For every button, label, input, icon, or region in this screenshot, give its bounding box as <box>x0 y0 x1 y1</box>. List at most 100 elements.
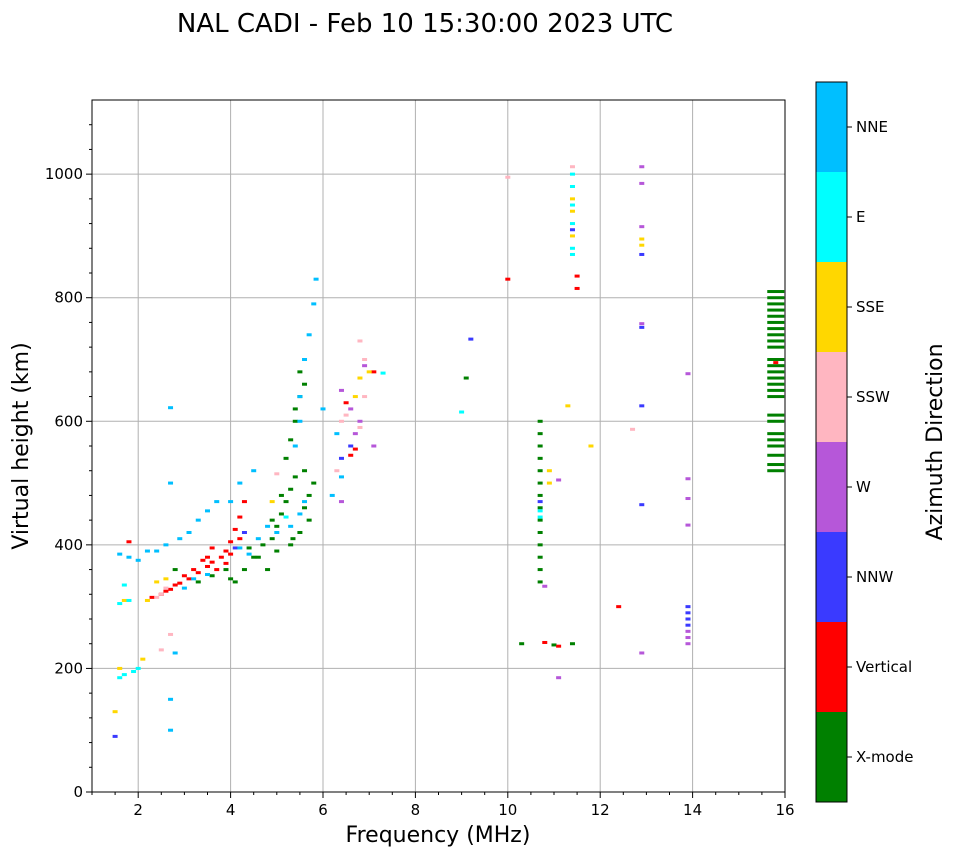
echo-point <box>767 345 785 349</box>
colorbar-segment <box>816 172 847 262</box>
echo-point <box>205 564 210 568</box>
colorbar-segment <box>816 622 847 712</box>
echo-point <box>357 339 363 343</box>
echo-point <box>121 598 127 602</box>
echo-point <box>269 518 275 522</box>
echo-point <box>241 531 247 534</box>
colorbar-tick-label: NNW <box>856 568 893 586</box>
echo-point <box>290 537 296 541</box>
echo-point <box>537 515 543 519</box>
echo-point <box>313 277 319 281</box>
echo-point <box>767 308 785 312</box>
echo-point <box>537 481 543 485</box>
echo-point <box>121 673 127 677</box>
echo-point <box>767 395 785 399</box>
echo-point <box>288 487 294 491</box>
echo-point <box>334 432 340 436</box>
echo-point <box>288 524 294 528</box>
echo-point <box>537 531 543 534</box>
echo-point <box>306 493 312 497</box>
echo-point <box>181 586 187 590</box>
echo-point <box>140 657 146 661</box>
echo-point <box>588 444 594 448</box>
echo-point <box>126 598 132 602</box>
echo-point <box>177 581 183 585</box>
grid-lines <box>92 100 786 793</box>
echo-point <box>519 642 525 646</box>
echo-point <box>177 537 183 541</box>
echo-point <box>574 286 580 290</box>
echo-point <box>302 469 308 473</box>
echo-point <box>685 477 691 481</box>
series-vertical <box>126 274 779 648</box>
colorbar-label: Azimuth Direction <box>923 343 948 540</box>
echo-point <box>767 463 785 467</box>
echo-point <box>237 481 243 485</box>
data-points <box>112 165 785 738</box>
colorbar-tick-label: SSW <box>856 388 890 406</box>
echo-point <box>154 595 160 599</box>
echo-point <box>639 252 645 256</box>
echo-point <box>537 509 543 513</box>
colorbar-segment <box>816 82 847 172</box>
echo-point <box>292 407 298 411</box>
echo-point <box>348 453 354 457</box>
echo-point <box>537 419 543 423</box>
echo-point <box>569 246 575 250</box>
colorbar: X-mode Vertical NNW W SSW SSE E NNE <box>815 81 913 803</box>
echo-point <box>338 456 344 460</box>
echo-point <box>297 531 303 534</box>
series-ssw <box>154 165 636 652</box>
echo-point <box>459 410 465 414</box>
echo-point <box>537 506 543 510</box>
echo-point <box>357 376 363 380</box>
colorbar-segment <box>816 712 847 802</box>
echo-point <box>357 425 363 429</box>
echo-point <box>255 537 261 541</box>
echo-point <box>767 333 785 337</box>
echo-point <box>371 370 377 374</box>
echo-point <box>209 560 215 564</box>
echo-point <box>362 395 368 399</box>
echo-point <box>251 555 257 559</box>
echo-point <box>569 172 575 176</box>
echo-point <box>639 651 645 655</box>
echo-point <box>288 438 294 442</box>
series-w <box>338 165 691 680</box>
echo-point <box>292 444 298 448</box>
echo-point <box>505 175 511 179</box>
echo-point <box>154 549 160 553</box>
echo-point <box>237 537 243 541</box>
echo-point <box>505 277 511 281</box>
echo-point <box>311 302 317 306</box>
y-tick-label: 200 <box>54 659 83 677</box>
echo-point <box>246 546 252 550</box>
echo-point <box>251 469 257 473</box>
colorbar-tick-label: SSE <box>856 298 885 316</box>
echo-point <box>306 518 312 522</box>
echo-point <box>639 225 645 229</box>
echo-point <box>144 549 150 553</box>
echo-point <box>209 546 215 550</box>
echo-point <box>639 237 645 241</box>
echo-point <box>616 605 622 609</box>
echo-point <box>338 500 344 504</box>
echo-point <box>246 552 252 556</box>
echo-point <box>537 543 543 547</box>
colorbar-tick-label: Vertical <box>856 658 912 676</box>
x-tick-label: 2 <box>133 801 143 819</box>
echo-point <box>639 404 645 408</box>
echo-point <box>537 469 543 473</box>
echo-point <box>630 427 636 431</box>
echo-point <box>767 376 785 380</box>
echo-point <box>237 546 243 550</box>
echo-point <box>112 710 118 714</box>
series-nnw <box>112 228 691 738</box>
colorbar-segment <box>816 532 847 622</box>
echo-point <box>569 203 575 207</box>
echo-point <box>343 401 349 405</box>
echo-point <box>537 444 543 448</box>
echo-point <box>767 302 785 306</box>
echo-point <box>362 358 368 361</box>
echo-point <box>223 561 229 565</box>
